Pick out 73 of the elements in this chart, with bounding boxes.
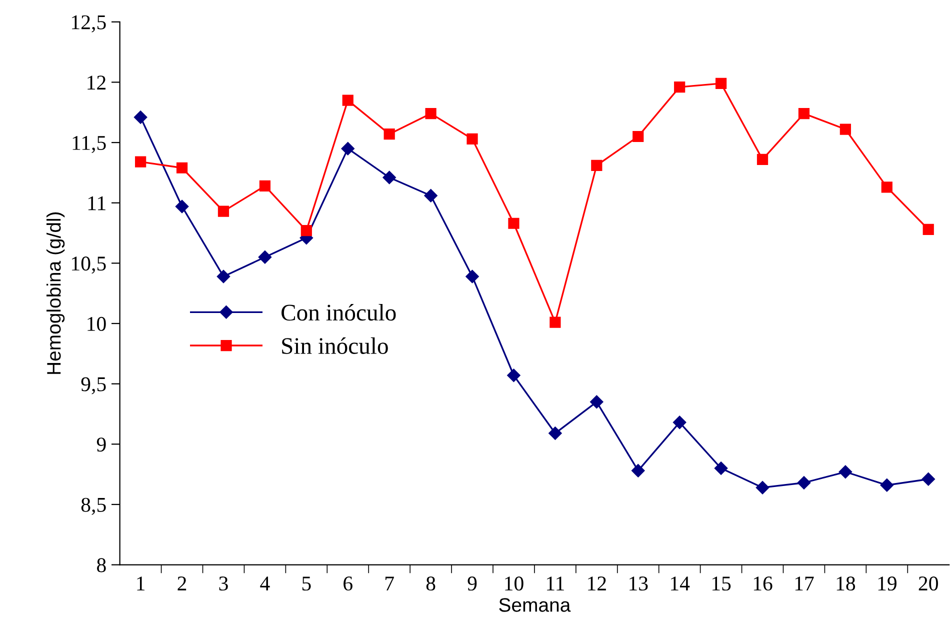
x-tick-label: 5 [302,576,311,591]
legend-label: Con inóculo [282,304,396,321]
point [548,426,562,440]
x-axis-title: Semana [499,598,571,612]
point [797,476,811,490]
point [674,81,686,93]
x-tick-label: 16 [754,576,772,591]
point [880,478,894,492]
x-tick-label: 14 [671,576,690,590]
x-tick-label: 12 [588,576,606,590]
y-tick-label: 9 [96,438,106,452]
y-tick-label: 8,5 [81,498,106,515]
y-tick-label: 10,5 [72,256,106,274]
y-axis-title: Hemoglobina (g/dl) [46,212,65,374]
x-tick-label: 15 [712,576,731,591]
point [216,270,230,284]
x-tick-label: 18 [836,576,856,591]
point [507,368,520,382]
point [175,200,189,214]
x-tick-label: 10 [505,576,524,591]
point [134,110,148,124]
point [714,462,728,475]
x-tick-label: 20 [918,576,938,591]
point [466,133,478,144]
point [342,94,354,106]
point [259,180,271,192]
point [135,156,146,168]
y-tick-label: 12,5 [72,15,106,32]
point [424,189,438,202]
point [550,316,561,328]
y-tick-label: 11,5 [72,136,106,153]
x-tick-label: 11 [547,576,564,590]
x-tick-label: 13 [630,576,648,591]
point [591,160,602,172]
point [922,472,935,486]
point [466,270,479,284]
point [258,250,272,264]
point [300,225,312,236]
x-tick-label: 3 [219,576,228,591]
x-tick-label: 1 [137,576,145,590]
x-tick-label: 4 [260,576,270,590]
point [798,108,810,120]
legend-label: Sin inóculo [282,337,388,354]
x-tick-label: 8 [426,576,436,591]
point [715,78,727,89]
point [672,416,686,430]
point [508,218,520,229]
x-tick-label: 7 [386,576,394,590]
point [382,170,396,184]
y-tick-label: 9,5 [81,377,106,394]
point [632,130,644,142]
y-tick-label: 11 [88,196,106,210]
point [881,182,892,193]
y-tick-label: 10 [88,316,106,331]
x-tick-label: 2 [178,576,186,590]
point [756,480,770,494]
y-tick-label: 8 [97,558,106,572]
point [922,224,934,235]
point [341,142,354,156]
point [840,124,851,135]
point [218,206,230,217]
point [756,154,768,165]
y-tick-label: 12 [88,76,106,90]
point [176,162,188,174]
x-tick-label: 19 [878,576,896,591]
point [384,128,395,140]
point [425,108,436,120]
x-tick-label: 17 [795,576,814,590]
point [632,464,645,478]
point [590,395,604,409]
x-tick-label: 6 [344,576,352,591]
point [838,465,852,478]
x-tick-label: 9 [468,576,477,591]
